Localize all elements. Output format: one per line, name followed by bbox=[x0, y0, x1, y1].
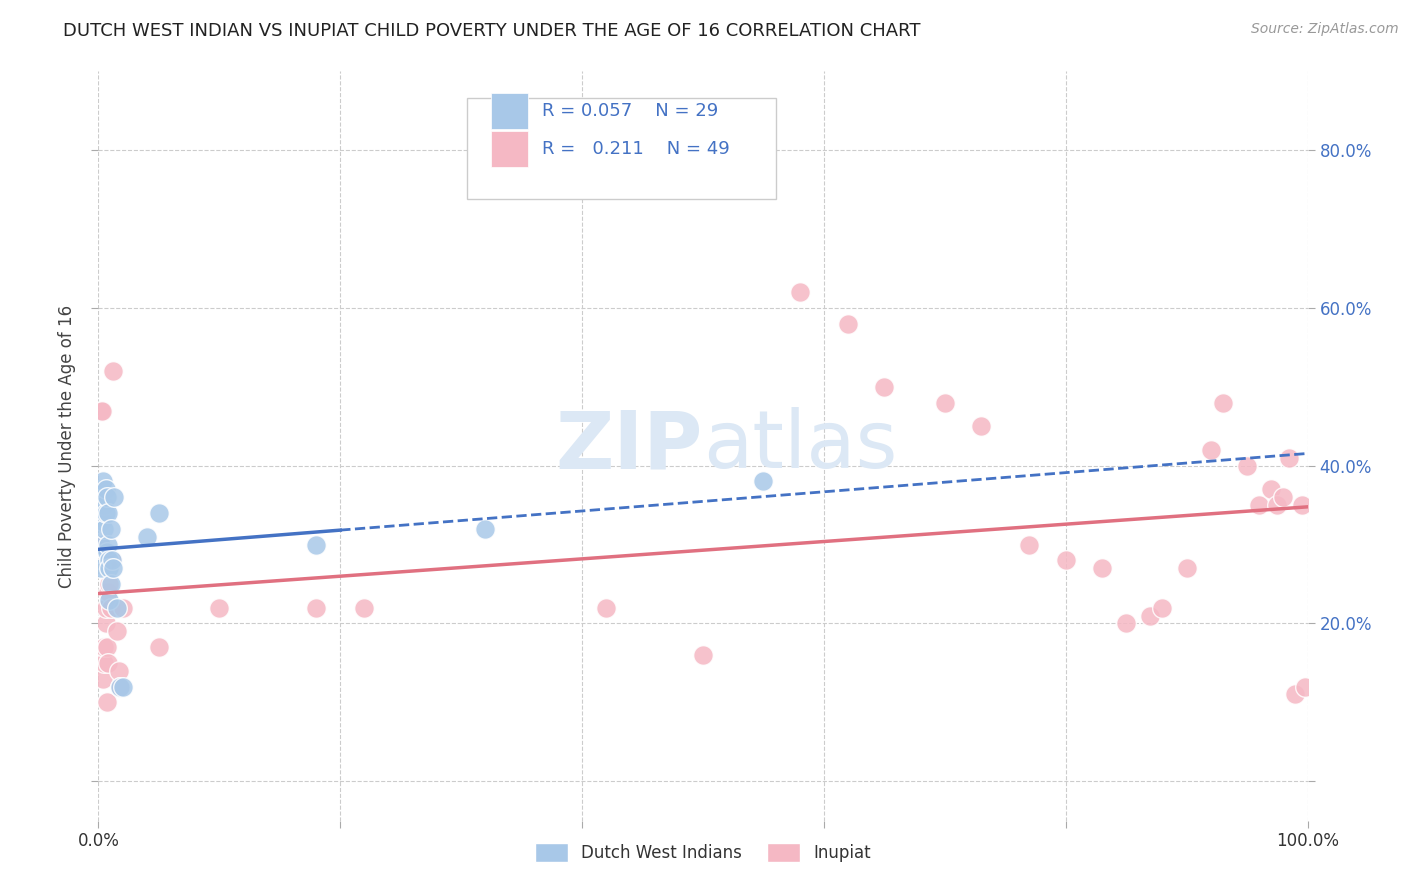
Point bbox=[305, 538, 328, 552]
Point bbox=[100, 553, 122, 567]
Point bbox=[93, 656, 115, 670]
Point bbox=[1236, 458, 1258, 473]
Point bbox=[108, 680, 131, 694]
Point bbox=[353, 600, 375, 615]
Point bbox=[752, 475, 775, 489]
Point bbox=[96, 490, 118, 504]
Point bbox=[100, 522, 122, 536]
Point bbox=[105, 600, 128, 615]
Text: DUTCH WEST INDIAN VS INUPIAT CHILD POVERTY UNDER THE AGE OF 16 CORRELATION CHART: DUTCH WEST INDIAN VS INUPIAT CHILD POVER… bbox=[63, 22, 921, 40]
Point bbox=[96, 695, 118, 709]
Point bbox=[208, 600, 231, 615]
Point bbox=[837, 317, 859, 331]
Point bbox=[94, 506, 117, 520]
Point bbox=[91, 475, 114, 489]
Point bbox=[97, 656, 120, 670]
Point bbox=[1018, 538, 1040, 552]
FancyBboxPatch shape bbox=[492, 93, 527, 129]
Point bbox=[101, 561, 124, 575]
Point bbox=[111, 680, 134, 694]
Point bbox=[970, 419, 993, 434]
Point bbox=[595, 600, 617, 615]
Point bbox=[98, 577, 121, 591]
Point bbox=[91, 538, 114, 552]
Point bbox=[1115, 616, 1137, 631]
Point bbox=[98, 561, 121, 575]
Point bbox=[1260, 483, 1282, 497]
Point bbox=[1054, 553, 1077, 567]
Point bbox=[100, 577, 122, 591]
Point bbox=[94, 483, 117, 497]
Point bbox=[1294, 680, 1316, 694]
Point bbox=[148, 640, 170, 654]
Point bbox=[148, 506, 170, 520]
Point bbox=[100, 600, 122, 615]
Text: ZIP: ZIP bbox=[555, 407, 703, 485]
Point bbox=[91, 672, 114, 686]
Point bbox=[93, 522, 115, 536]
Point bbox=[1139, 608, 1161, 623]
Point bbox=[90, 403, 112, 417]
Point bbox=[1152, 600, 1174, 615]
Point bbox=[1091, 561, 1114, 575]
Point bbox=[103, 490, 125, 504]
Point bbox=[91, 514, 114, 528]
Point bbox=[1267, 498, 1289, 512]
Point bbox=[1212, 395, 1234, 409]
Point bbox=[108, 680, 131, 694]
Point bbox=[873, 380, 896, 394]
Point bbox=[90, 538, 112, 552]
Point bbox=[105, 624, 128, 639]
Legend: Dutch West Indians, Inupiat: Dutch West Indians, Inupiat bbox=[527, 836, 879, 869]
Point bbox=[1199, 442, 1222, 457]
Point bbox=[93, 498, 115, 512]
Text: atlas: atlas bbox=[703, 407, 897, 485]
Point bbox=[111, 600, 134, 615]
Point bbox=[1291, 498, 1313, 512]
Text: R = 0.057    N = 29: R = 0.057 N = 29 bbox=[543, 102, 718, 120]
Point bbox=[97, 506, 120, 520]
Point bbox=[100, 553, 122, 567]
FancyBboxPatch shape bbox=[467, 97, 776, 199]
Point bbox=[1175, 561, 1198, 575]
Point bbox=[692, 648, 714, 662]
Point bbox=[101, 364, 124, 378]
Point bbox=[96, 640, 118, 654]
Point bbox=[98, 592, 121, 607]
Point bbox=[98, 553, 121, 567]
Point bbox=[1249, 498, 1271, 512]
Point bbox=[135, 530, 157, 544]
Point bbox=[108, 664, 131, 678]
Point bbox=[789, 285, 811, 300]
Point bbox=[94, 600, 117, 615]
Point bbox=[305, 600, 328, 615]
Y-axis label: Child Poverty Under the Age of 16: Child Poverty Under the Age of 16 bbox=[58, 304, 76, 588]
Point bbox=[97, 538, 120, 552]
Text: R =   0.211    N = 49: R = 0.211 N = 49 bbox=[543, 139, 730, 158]
Point bbox=[94, 616, 117, 631]
Point bbox=[96, 545, 118, 559]
Point bbox=[1278, 450, 1301, 465]
FancyBboxPatch shape bbox=[492, 130, 527, 167]
Point bbox=[91, 483, 114, 497]
Point bbox=[97, 585, 120, 599]
Point bbox=[474, 522, 496, 536]
Point bbox=[934, 395, 956, 409]
Point bbox=[90, 561, 112, 575]
Point bbox=[1284, 688, 1306, 702]
Point bbox=[1272, 490, 1295, 504]
Text: Source: ZipAtlas.com: Source: ZipAtlas.com bbox=[1251, 22, 1399, 37]
Point bbox=[91, 403, 114, 417]
Point bbox=[93, 640, 115, 654]
